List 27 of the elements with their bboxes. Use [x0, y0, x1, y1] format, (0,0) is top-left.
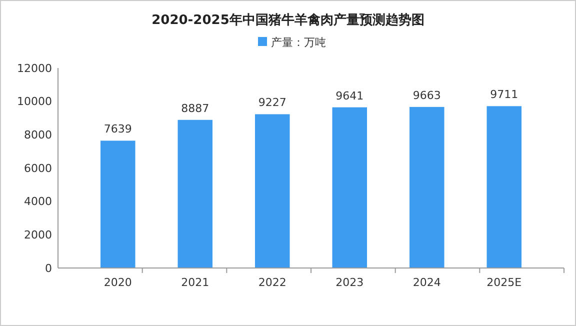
bar — [254, 114, 290, 268]
data-label: 7639 — [104, 122, 132, 136]
y-tick-label: 4000 — [24, 195, 52, 208]
x-tick-label: 2024 — [412, 276, 441, 289]
y-tick-label: 0 — [45, 262, 52, 275]
data-label: 9227 — [258, 96, 286, 110]
bar — [100, 140, 136, 268]
bar — [332, 107, 368, 268]
y-tick-label: 2000 — [24, 228, 52, 242]
data-label: 9663 — [412, 88, 441, 102]
y-tick-label: 10000 — [17, 95, 52, 108]
chart-title: 2020-2025年中国猪牛羊禽肉产量预测趋势图 — [152, 12, 424, 28]
x-tick-label: 2022 — [258, 276, 286, 289]
x-tick-label: 2020 — [104, 276, 132, 289]
y-tick-label: 12000 — [17, 62, 52, 75]
y-tick-label: 6000 — [24, 162, 52, 175]
y-tick-label: 8000 — [24, 128, 52, 142]
bar — [486, 106, 522, 268]
bar — [178, 120, 213, 268]
x-tick-label: 2025E — [486, 276, 522, 289]
data-label: 9641 — [336, 89, 364, 102]
bar — [409, 106, 444, 268]
x-tick-label: 2021 — [181, 276, 210, 289]
legend-label: 产量：万吨 — [271, 36, 326, 49]
data-label: 8887 — [181, 102, 210, 115]
x-tick-label: 2023 — [336, 276, 364, 289]
data-label: 9711 — [490, 88, 518, 102]
